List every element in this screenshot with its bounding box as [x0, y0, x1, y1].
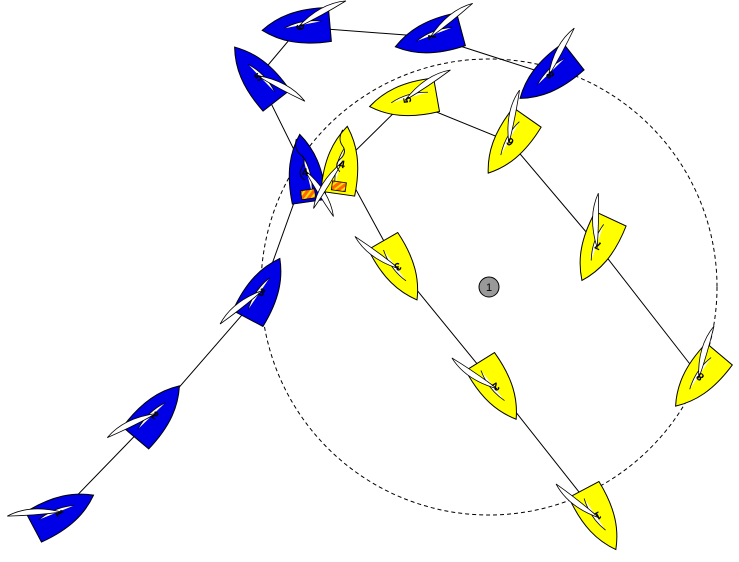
yellow-boat-number: 6: [505, 135, 517, 148]
blue-boat-number: 6: [295, 23, 307, 30]
yellow-mainsail-8: [698, 325, 715, 379]
yellow-boat-number: 3: [392, 259, 403, 272]
blue-wake-4: [295, 138, 306, 181]
blue-track-line: [59, 26, 551, 514]
yellow-boat-5: 5: [368, 69, 451, 117]
yellow-hull-7: [579, 210, 627, 282]
yellow-boat-number: 2: [490, 379, 502, 392]
blue-mainsail-5: [256, 75, 306, 102]
blue-mainsail-3: [219, 289, 264, 325]
yellow-mainsail-2: [451, 357, 498, 390]
blue-hull-2: [122, 385, 180, 450]
yellow-wake-4: [336, 129, 345, 173]
yellow-hull-6: [487, 106, 542, 174]
blue-mainsail-1: [7, 508, 62, 517]
blue-boat-3: 3: [219, 257, 282, 328]
blue-boat-5: 5: [234, 46, 306, 112]
blue-hull-1: [24, 493, 95, 543]
yellow-mainsail-6: [507, 89, 520, 144]
yellow-boat-7: 7: [579, 193, 627, 282]
yellow-boat-6: 6: [487, 89, 542, 174]
yellow-boat-1: 1: [555, 480, 618, 551]
blue-boat-6: 6: [261, 0, 347, 44]
blue-mainsail-6: [297, 0, 347, 28]
yellow-mainsail-4: [313, 161, 343, 209]
blue-boat-2: 2: [106, 385, 180, 450]
blue-boat-8: 8: [519, 27, 585, 99]
blue-boat-number: 7: [426, 32, 439, 41]
yellow-track-line: [341, 99, 701, 517]
yellow-boat-4: 4: [313, 125, 359, 209]
yellow-mainsail-1: [555, 483, 600, 519]
blue-mainsail-2: [106, 413, 157, 438]
yellow-boat-2: 2: [451, 351, 517, 420]
yellow-hull-8: [675, 342, 733, 407]
yellow-boat-number: 1: [592, 508, 603, 521]
yellow-mainsail-3: [354, 236, 400, 270]
blue-boat-number: 1: [52, 508, 65, 519]
yellow-boat-3: 3: [354, 231, 419, 301]
mark: 1: [478, 276, 500, 298]
blue-boat-7: 7: [394, 2, 473, 54]
blue-mainsail-8: [548, 27, 575, 77]
mark-buoy: [478, 276, 500, 298]
blue-boat-number: 4: [301, 167, 310, 180]
blue-boat-number: 3: [256, 286, 267, 299]
blue-mainsail-7: [429, 2, 473, 38]
blue-penalty-flag-4: [300, 188, 317, 201]
blue-boat-1: 1: [7, 493, 95, 543]
yellow-boat-8: 8: [675, 325, 733, 407]
yellow-boat-number: 4: [338, 159, 347, 172]
yellow-mainsail-7: [592, 193, 599, 248]
yellow-boat-number: 5: [402, 96, 415, 104]
mark-label: 1: [486, 282, 492, 294]
boats-layer: 1 2 3 4 5 6 7 8 1 2 3 4 5 6 7 8: [7, 0, 733, 551]
yellow-boat-number: 7: [593, 238, 604, 251]
yellow-mainsail-5: [404, 69, 451, 101]
yellow-penalty-flag-4: [330, 180, 347, 193]
